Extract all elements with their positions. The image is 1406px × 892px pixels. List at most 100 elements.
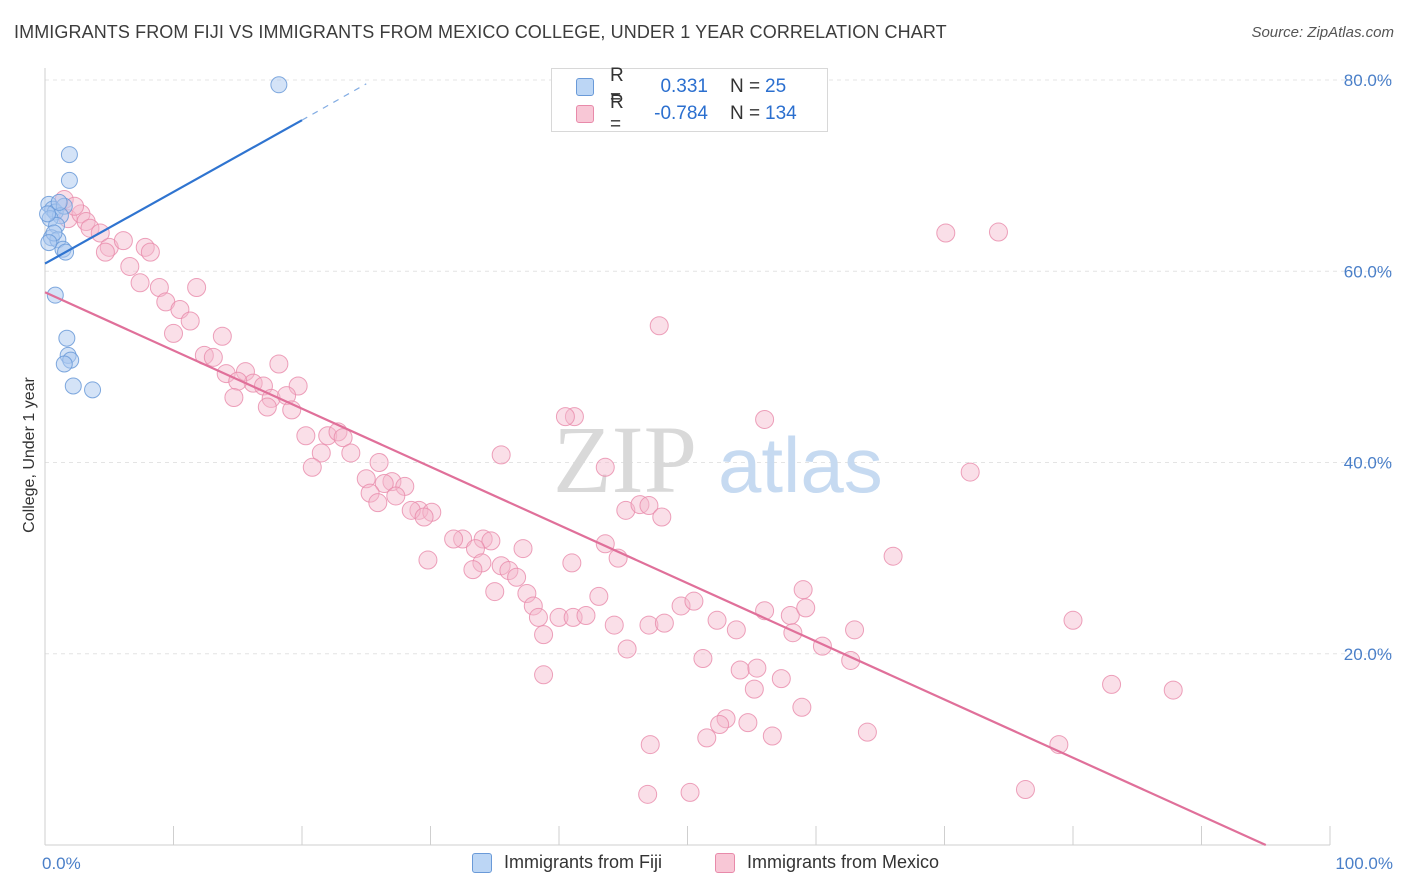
fiji-trendline-extension bbox=[301, 83, 367, 121]
tick-labels: 20.0% 40.0% 60.0% 80.0% 0.0% 100.0% bbox=[42, 71, 1393, 873]
mexico-point bbox=[356, 469, 376, 489]
mexico-point bbox=[549, 607, 569, 627]
mexico-point bbox=[120, 256, 140, 276]
mexico-point bbox=[212, 326, 232, 346]
mexico-point bbox=[302, 457, 322, 477]
fiji-point bbox=[39, 205, 57, 223]
mexico-point bbox=[710, 715, 730, 735]
mexico-point bbox=[1063, 610, 1083, 630]
y-axis-title: College, Under 1 year bbox=[21, 377, 38, 533]
mexico-point bbox=[534, 665, 554, 685]
mexico-point bbox=[604, 615, 624, 635]
r-label: R = bbox=[610, 92, 624, 135]
mexico-point bbox=[203, 347, 223, 367]
mexico-point bbox=[639, 496, 659, 516]
y-tick-label: 60.0% bbox=[1344, 262, 1392, 281]
correlation-legend: R = 0.331 N = 25 R = -0.784 N = 134 bbox=[551, 65, 828, 135]
fiji-point bbox=[60, 146, 78, 164]
mexico-point bbox=[680, 782, 700, 802]
mexico-point bbox=[747, 658, 767, 678]
fiji-point bbox=[40, 234, 58, 252]
mexico-point bbox=[762, 726, 782, 746]
mexico-points bbox=[54, 190, 1183, 804]
mexico-point bbox=[534, 625, 554, 645]
mexico-point bbox=[555, 407, 575, 427]
mexico-point bbox=[883, 546, 903, 566]
mexico-point bbox=[113, 231, 133, 251]
mexico-point bbox=[707, 610, 727, 630]
mexico-point bbox=[517, 584, 537, 604]
mexico-point bbox=[654, 613, 674, 633]
r-value: -0.784 bbox=[654, 103, 708, 124]
mexico-point bbox=[369, 453, 389, 472]
mexico-point bbox=[649, 316, 669, 336]
mexico-point bbox=[374, 474, 394, 494]
mexico-point bbox=[793, 580, 813, 600]
x-tick-label: 100.0% bbox=[1335, 854, 1393, 873]
mexico-point bbox=[960, 462, 980, 482]
mexico-point bbox=[738, 713, 758, 733]
mexico-point bbox=[257, 397, 277, 417]
trendlines bbox=[44, 83, 1267, 847]
mexico-point bbox=[845, 620, 865, 640]
mexico-point bbox=[1015, 780, 1035, 800]
mexico-point bbox=[638, 784, 658, 804]
y-tick-label: 80.0% bbox=[1344, 71, 1392, 90]
mexico-point bbox=[382, 472, 402, 492]
mexico-point bbox=[180, 311, 200, 331]
mexico-point bbox=[149, 278, 169, 298]
n-label: N = bbox=[730, 103, 761, 124]
n-value: 25 bbox=[765, 76, 787, 97]
fiji-point bbox=[50, 193, 68, 211]
mexico-point bbox=[95, 242, 115, 262]
mexico-trendline bbox=[44, 291, 1267, 847]
mexico-point bbox=[491, 445, 511, 465]
mexico-point bbox=[640, 735, 660, 755]
mexico-point bbox=[465, 539, 485, 559]
mexico-legend-label: Immigrants from Mexico bbox=[747, 852, 940, 872]
mexico-legend-swatch bbox=[715, 852, 735, 873]
mexico-point bbox=[589, 586, 609, 606]
mexico-point bbox=[481, 531, 501, 551]
mexico-point bbox=[639, 615, 659, 635]
watermark: ZIP atlas bbox=[553, 406, 883, 513]
legend-row-fiji: R = 0.331 N = 25 bbox=[576, 65, 787, 108]
mexico-point bbox=[444, 529, 464, 549]
watermark-zip: ZIP bbox=[553, 406, 697, 513]
legend-row-mexico: R = -0.784 N = 134 bbox=[576, 92, 797, 135]
mexico-point bbox=[576, 606, 596, 625]
fiji-point bbox=[58, 329, 76, 347]
source-label: Source: ZipAtlas.com bbox=[1251, 24, 1394, 41]
mexico-point bbox=[771, 669, 791, 689]
mexico-swatch bbox=[576, 105, 594, 123]
fiji-trendline bbox=[44, 119, 303, 265]
r-value: 0.331 bbox=[660, 76, 708, 97]
mexico-point bbox=[499, 561, 519, 581]
mexico-point bbox=[164, 323, 183, 343]
mexico-point bbox=[528, 607, 548, 627]
mexico-point bbox=[418, 550, 438, 570]
n-label: N = bbox=[730, 76, 761, 97]
mexico-point bbox=[857, 722, 877, 742]
x-tick-label: 0.0% bbox=[42, 854, 81, 873]
mexico-point bbox=[80, 218, 100, 238]
mexico-point bbox=[796, 598, 816, 618]
mexico-point bbox=[473, 529, 493, 549]
mexico-point bbox=[235, 362, 255, 382]
mexico-point bbox=[311, 443, 331, 463]
mexico-point bbox=[341, 443, 361, 463]
mexico-point bbox=[1102, 674, 1122, 694]
watermark-atlas: atlas bbox=[718, 421, 883, 509]
mexico-point bbox=[726, 620, 746, 640]
mexico-point bbox=[697, 728, 717, 748]
mexico-point bbox=[368, 493, 388, 513]
mexico-point bbox=[463, 560, 483, 580]
mexico-point bbox=[617, 639, 637, 659]
mexico-point bbox=[224, 387, 244, 407]
fiji-legend-label: Immigrants from Fiji bbox=[504, 852, 663, 872]
mexico-point bbox=[386, 486, 406, 506]
mexico-point bbox=[360, 483, 380, 503]
mexico-point bbox=[988, 222, 1008, 242]
mexico-point bbox=[792, 697, 812, 717]
mexico-point bbox=[1163, 680, 1183, 700]
